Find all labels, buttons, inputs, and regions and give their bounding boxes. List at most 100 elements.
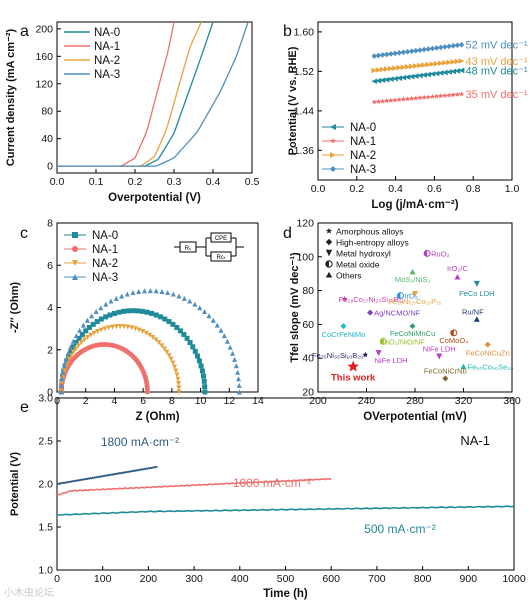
y-tick-label: 1.44 — [294, 105, 315, 117]
data-point — [221, 333, 227, 339]
data-point — [81, 337, 87, 343]
data-point — [158, 314, 164, 320]
data-point — [436, 353, 443, 360]
data-point — [91, 330, 97, 336]
fit-line — [374, 69, 462, 82]
marker-half — [397, 292, 401, 299]
data-point — [177, 328, 183, 334]
legend-marker — [325, 271, 333, 278]
data-point — [61, 363, 67, 369]
legend-marker — [330, 124, 336, 130]
data-point — [227, 344, 233, 350]
y-tick-label: 2.0 — [38, 479, 53, 491]
y-axis-label: Tfel slope (mV dec⁻¹) — [289, 252, 301, 363]
data-point — [77, 327, 83, 333]
legend-label: NA-1 — [350, 136, 376, 148]
data-point — [130, 308, 136, 314]
data-point — [460, 363, 467, 370]
data-point — [210, 317, 216, 323]
marker-half — [325, 260, 329, 268]
data-point — [442, 375, 449, 382]
data-point — [176, 380, 182, 386]
data-point — [159, 288, 165, 294]
data-point — [125, 308, 131, 314]
point-label: IrO₂ — [404, 292, 417, 301]
data-point — [73, 333, 79, 339]
data-point — [197, 305, 203, 311]
data-point — [473, 316, 480, 322]
data-point — [117, 324, 123, 330]
y-tick-label: 8 — [47, 218, 53, 230]
data-point — [164, 349, 170, 355]
data-point — [174, 372, 180, 378]
point-label: Fe₅₀Co₅₀Se₂₀ — [468, 363, 514, 372]
point-label: RuO₂ — [431, 249, 449, 258]
data-point — [458, 91, 465, 97]
data-point — [412, 290, 418, 297]
data-point — [136, 327, 142, 333]
data-point — [108, 298, 114, 304]
data-point — [340, 323, 347, 330]
data-point — [165, 290, 171, 296]
series-label: 500 mA·cm⁻² — [364, 522, 436, 536]
data-point — [202, 384, 208, 390]
data-point — [109, 324, 115, 330]
x-tick-label: 0.8 — [466, 183, 481, 195]
data-point — [176, 389, 182, 395]
legend-marker — [72, 232, 78, 238]
data-point — [68, 353, 74, 359]
marker-half — [424, 250, 428, 257]
data-point — [201, 378, 207, 384]
data-point — [156, 340, 162, 346]
legend-label: High-entropy alloys — [336, 238, 409, 248]
data-point — [214, 322, 220, 328]
point-label: FeCo LDH — [459, 289, 494, 298]
legend-marker — [72, 260, 78, 266]
y-tick-label: 2 — [47, 344, 53, 356]
y-tick-label: 100 — [296, 251, 314, 263]
data-point — [409, 323, 416, 330]
legend-marker — [330, 166, 336, 172]
data-point — [94, 319, 100, 325]
data-point — [232, 356, 238, 362]
x-tick-label: 2 — [83, 395, 89, 407]
data-point — [162, 316, 168, 322]
legend-label: NA-2 — [350, 150, 376, 162]
legend-label: NA-3 — [350, 164, 376, 176]
x-tick-label: 320 — [455, 395, 473, 407]
data-point — [147, 332, 153, 338]
x-tick-label: 300 — [185, 573, 203, 585]
data-point — [98, 327, 104, 333]
data-point — [112, 310, 118, 316]
x-tick-label: 0.2 — [349, 183, 364, 195]
x-tick-label: 4 — [112, 395, 118, 407]
data-point — [143, 330, 149, 336]
data-point — [141, 288, 147, 294]
data-point — [130, 290, 136, 296]
data-point — [119, 293, 125, 299]
data-point — [175, 376, 181, 382]
panel-letter: d — [283, 225, 292, 242]
data-point — [83, 328, 89, 334]
y-tick-label: 1.36 — [294, 145, 315, 157]
data-point — [60, 369, 66, 375]
x-tick-label: 400 — [231, 573, 249, 585]
point-label: FeCoNiCuZn — [466, 349, 510, 358]
point-label: NiFe LDH — [423, 345, 456, 354]
fit-line — [374, 93, 462, 103]
data-point — [86, 324, 92, 330]
data-point — [76, 343, 82, 349]
data-point — [58, 389, 64, 395]
point-label: FeCoNiCrNb — [424, 366, 467, 375]
data-point — [236, 389, 242, 395]
x-tick-label: 0.5 — [245, 176, 260, 188]
x-tick-label: 10 — [195, 395, 207, 407]
data-point — [70, 344, 76, 350]
data-point — [140, 328, 146, 334]
y-axis-label: -Z″ (Ohm) — [9, 282, 21, 333]
x-axis-label: Log (j/mA·cm⁻²) — [371, 199, 458, 211]
data-point — [121, 324, 127, 330]
data-point — [409, 269, 416, 275]
slope-label: 35 mV dec⁻¹ — [466, 89, 528, 101]
